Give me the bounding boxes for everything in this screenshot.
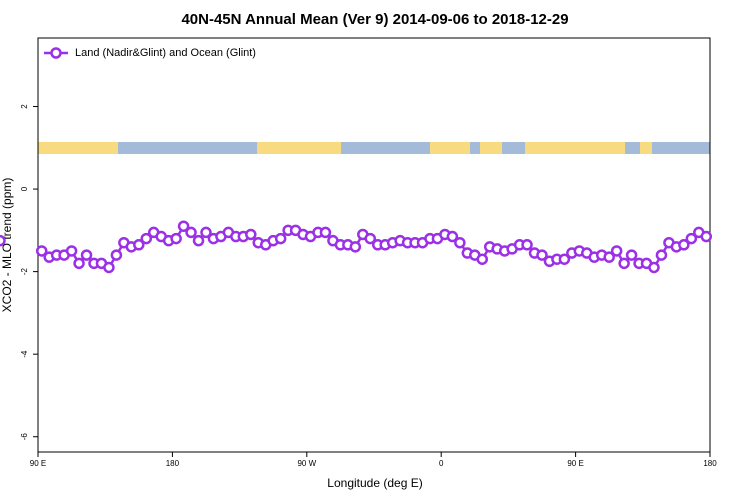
data-point (610, 245, 623, 257)
x-tick-label: 180 (166, 459, 180, 468)
data-point (110, 249, 123, 261)
data-point (140, 232, 153, 245)
data-point (177, 220, 190, 232)
data-point (536, 249, 548, 261)
x-tick-label: 0 (439, 459, 444, 468)
y-tick-label: -4 (20, 350, 29, 358)
data-point (170, 232, 182, 245)
x-tick-label: 90 W (297, 459, 316, 468)
data-point (319, 226, 332, 239)
data-point (245, 228, 257, 241)
data-point (454, 236, 466, 249)
chart-title: 40N-45N Annual Mean (Ver 9) 2014-09-06 t… (181, 11, 568, 28)
x-tick-label: 180 (703, 459, 717, 468)
data-point (678, 239, 690, 251)
data-point (446, 230, 459, 243)
data-point (0, 234, 6, 247)
x-axis-label: Longitude (deg E) (327, 476, 422, 490)
legend-label: Land (Nadir&Glint) and Ocean (Glint) (75, 47, 256, 59)
y-tick-label: -6 (20, 433, 29, 441)
data-point (349, 241, 362, 253)
legend: Land (Nadir&Glint) and Ocean (Glint) (44, 47, 256, 59)
data-point (35, 245, 48, 257)
data-point (103, 261, 115, 274)
y-tick-label: -2 (20, 268, 29, 276)
data-point (558, 253, 571, 265)
data-point (185, 226, 197, 239)
data-point (625, 249, 638, 261)
data-point (274, 232, 287, 245)
data-point (655, 249, 668, 261)
y-axis-label: XCO2 - MLO trend (ppm) (0, 178, 14, 313)
data-point (133, 239, 145, 251)
land-ocean-strip (38, 142, 710, 154)
data-point (648, 261, 660, 274)
data-point (618, 257, 630, 270)
data-point (200, 226, 212, 239)
data-point (603, 251, 615, 263)
y-tick-label: 2 (20, 104, 29, 109)
data-point (700, 230, 713, 243)
data-point (192, 234, 205, 247)
y-tick-label: 0 (20, 186, 29, 191)
data-point (521, 239, 533, 251)
x-tick-label: 90 E (567, 459, 583, 468)
data-point (364, 232, 377, 245)
data-point (685, 232, 698, 245)
legend-marker (50, 47, 62, 59)
data-point (65, 245, 78, 257)
data-point (476, 253, 489, 265)
data-point (73, 257, 85, 270)
data-point (80, 249, 93, 261)
plot-frame (37, 37, 711, 453)
x-tick-label: 90 E (30, 459, 46, 468)
